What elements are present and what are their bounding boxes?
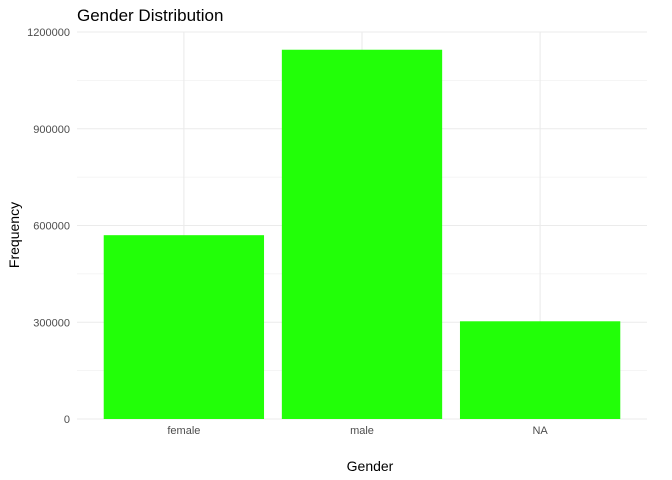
- y-tick-label: 900000: [33, 124, 70, 136]
- x-tick-label: male: [350, 425, 374, 437]
- y-axis-label: Frequency: [6, 202, 22, 268]
- x-tick-label: NA: [532, 425, 548, 437]
- y-tick-label: 0: [64, 414, 70, 426]
- x-tick-label: female: [167, 425, 200, 437]
- y-tick-label: 600000: [33, 221, 70, 233]
- bar-male: [281, 49, 443, 420]
- chart-title: Gender Distribution: [77, 6, 223, 25]
- bar-na: [459, 321, 621, 419]
- bar-female: [103, 235, 265, 419]
- x-tick-labels: female male NA: [167, 425, 548, 437]
- bars-layer: [103, 49, 621, 420]
- y-tick-labels: 0 300000 600000 900000 1200000: [27, 27, 70, 426]
- y-tick-label: 300000: [33, 317, 70, 329]
- y-tick-label: 1200000: [27, 27, 70, 39]
- x-axis-label: Gender: [347, 458, 394, 474]
